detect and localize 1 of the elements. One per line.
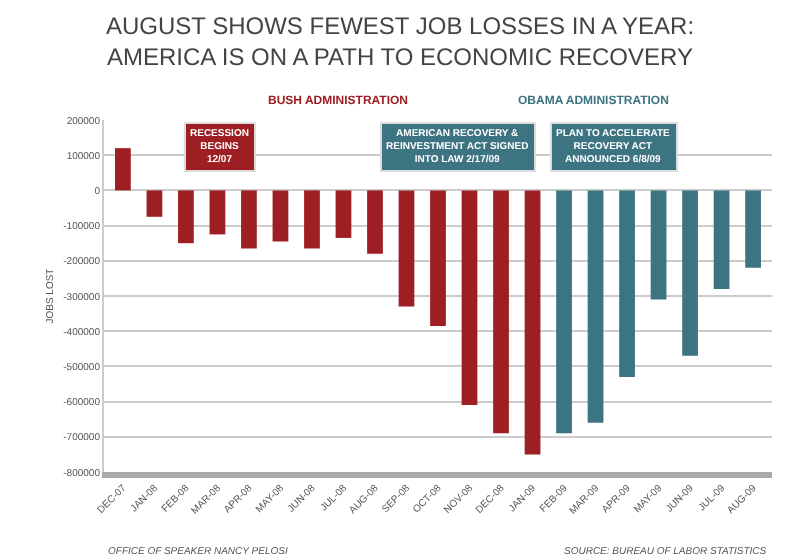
chart-title: AUGUST SHOWS FEWEST JOB LOSSES IN A YEAR: AMERICA IS ON A PATH TO ECONOMIC RECOVERY	[105, 11, 695, 71]
